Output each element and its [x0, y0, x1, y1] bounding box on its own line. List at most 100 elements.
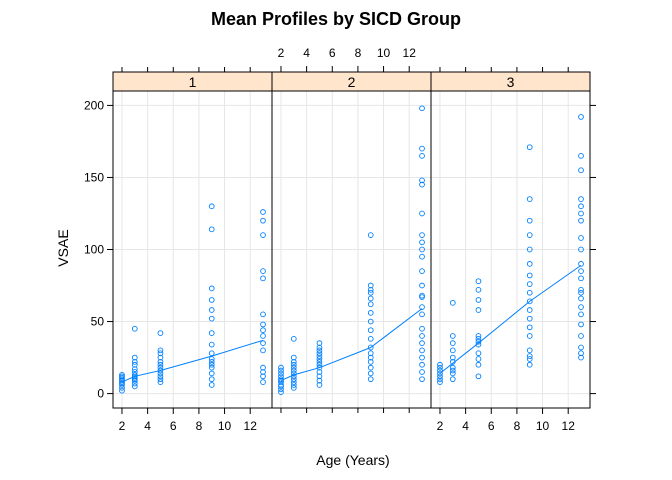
y-tick-label: 200	[84, 98, 104, 112]
data-point	[419, 282, 425, 289]
data-point	[131, 383, 138, 390]
x-tick-label: 6	[170, 419, 177, 433]
strip-label: 2	[348, 74, 356, 90]
data-point	[260, 340, 266, 347]
data-point	[526, 307, 533, 313]
x-tick-label: 4	[303, 46, 310, 60]
data-point	[578, 196, 584, 202]
data-point	[578, 152, 584, 159]
data-point	[449, 299, 456, 306]
data-point	[367, 289, 374, 296]
data-point	[131, 361, 138, 368]
data-point	[578, 235, 584, 241]
data-point	[526, 281, 533, 287]
data-point	[526, 289, 533, 296]
mean-profile-line	[121, 339, 264, 383]
data-point	[367, 282, 374, 289]
data-point	[367, 359, 374, 365]
data-point	[526, 261, 533, 267]
chart-title: Mean Profiles by SICD Group	[211, 9, 461, 29]
data-point	[475, 297, 482, 303]
data-point	[526, 272, 533, 279]
data-point	[157, 350, 164, 357]
data-point	[419, 304, 425, 310]
x-tick-label: 4	[144, 419, 151, 433]
data-point	[290, 376, 297, 383]
data-point	[208, 307, 215, 313]
data-point	[316, 369, 323, 375]
x-tick-label: 12	[562, 419, 576, 433]
data-point	[419, 361, 425, 368]
data-point	[578, 354, 584, 361]
data-point	[367, 286, 374, 293]
panel-1: 12 4 6 8 10 12	[112, 67, 273, 433]
data-point	[578, 167, 584, 174]
data-point	[419, 246, 425, 253]
data-point	[208, 370, 215, 377]
y-axis-label: VSAE	[55, 229, 71, 266]
panel-2: 2 2 4 6 8 10 12	[271, 46, 432, 413]
data-point	[419, 369, 425, 375]
data-point	[316, 373, 323, 380]
data-point	[316, 350, 323, 357]
data-point	[526, 315, 533, 322]
data-point	[208, 297, 215, 303]
data-point	[260, 347, 266, 354]
data-point	[208, 330, 215, 336]
data-point	[157, 347, 164, 354]
x-tick-label: 12	[403, 46, 417, 60]
data-point	[260, 364, 266, 371]
data-point	[260, 268, 266, 274]
data-point	[290, 364, 297, 371]
data-point	[119, 387, 125, 394]
data-point	[419, 253, 425, 260]
data-point	[437, 379, 443, 385]
data-point	[260, 327, 266, 334]
data-point	[131, 359, 138, 365]
data-point	[367, 310, 374, 316]
x-tick-label: 8	[514, 419, 521, 433]
data-point	[419, 181, 425, 188]
data-point	[578, 268, 584, 274]
data-point	[157, 376, 164, 383]
data-point	[437, 376, 443, 383]
data-point	[131, 354, 138, 361]
data-point	[419, 239, 425, 246]
data-point	[578, 246, 584, 253]
data-point	[419, 145, 425, 152]
data-point	[290, 370, 297, 377]
data-point	[578, 261, 584, 267]
x-tick-label: 2	[278, 46, 285, 60]
data-point	[419, 210, 425, 217]
data-point	[316, 353, 323, 359]
data-point	[419, 292, 425, 299]
data-point	[578, 350, 584, 357]
data-point	[449, 333, 456, 339]
data-point	[260, 379, 266, 385]
data-point	[526, 232, 533, 238]
data-point	[419, 325, 425, 332]
data-point	[157, 361, 164, 368]
data-point	[437, 364, 443, 371]
strip-label: 3	[507, 74, 515, 90]
data-point	[367, 354, 374, 361]
data-point	[157, 354, 164, 361]
x-tick-label: 8	[355, 46, 362, 60]
x-tick-label: 6	[488, 419, 495, 433]
data-point	[278, 389, 284, 396]
data-point	[449, 370, 456, 377]
data-point	[367, 350, 374, 357]
data-point	[278, 364, 284, 371]
data-point	[290, 361, 297, 368]
data-point	[367, 295, 374, 302]
data-point	[260, 321, 266, 328]
data-point	[157, 379, 164, 385]
data-point	[578, 311, 584, 318]
data-point	[208, 341, 215, 348]
data-point	[526, 347, 533, 354]
data-point	[437, 370, 443, 377]
data-point	[419, 354, 425, 361]
data-point	[316, 359, 323, 365]
data-point	[578, 217, 584, 224]
